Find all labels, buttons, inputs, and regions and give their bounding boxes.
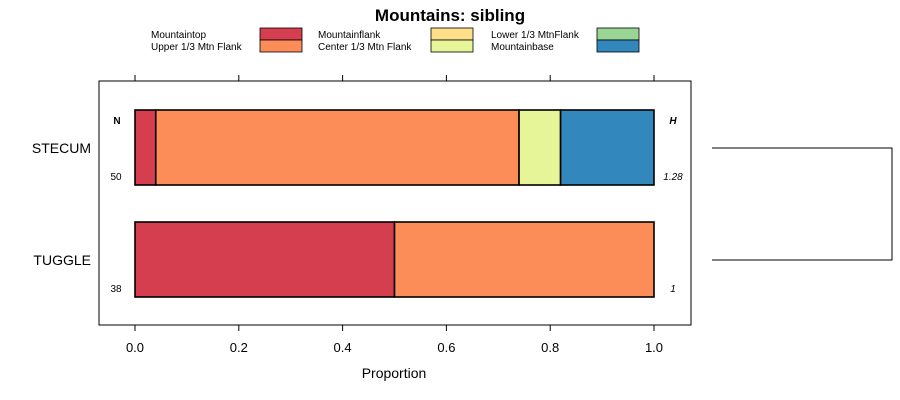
- dendrogram-link: [712, 147, 893, 261]
- chart-title: Mountains: sibling: [375, 6, 525, 25]
- legend-swatch: [259, 39, 303, 53]
- n-value: 38: [110, 284, 122, 295]
- x-tick-label: 0.6: [437, 340, 455, 355]
- legend-swatch: [259, 27, 303, 41]
- annotations: N H 50 38 1.28 1: [110, 116, 683, 295]
- x-tick-label: 0.8: [541, 340, 559, 355]
- h-value: 1.28: [663, 172, 683, 183]
- legend-label: Mountainflank: [318, 30, 381, 41]
- h-header: H: [669, 116, 677, 127]
- legend-swatch: [430, 27, 474, 41]
- legend-swatch: [430, 39, 474, 53]
- axes: 0.0 0.2 0.4 0.6 0.8 1.0 STECUM TUGGLE: [32, 75, 663, 355]
- legend-swatch: [596, 39, 640, 53]
- bar-segment: [154, 109, 520, 186]
- dendrogram: [712, 147, 893, 261]
- legend-label: Upper 1/3 Mtn Flank: [151, 42, 243, 53]
- legend-label: Mountainbase: [491, 42, 554, 53]
- n-value: 50: [110, 172, 122, 183]
- category-label: TUGGLE: [33, 252, 91, 268]
- x-tick-label: 0.4: [334, 340, 352, 355]
- h-value: 1: [670, 284, 676, 295]
- bar-segment: [559, 109, 655, 186]
- x-tick-label: 0.2: [230, 340, 248, 355]
- x-tick-label: 0.0: [126, 340, 144, 355]
- n-header: N: [113, 116, 120, 127]
- bar-segment: [518, 109, 562, 186]
- bars: [134, 109, 655, 298]
- bar-segment: [134, 221, 396, 298]
- legend-swatch: [596, 27, 640, 41]
- legend-label: Mountaintop: [151, 30, 206, 41]
- x-axis-label: Proportion: [362, 365, 427, 381]
- bar-segment: [134, 109, 157, 186]
- legend-label: Center 1/3 Mtn Flank: [318, 42, 412, 53]
- x-tick-label: 1.0: [645, 340, 663, 355]
- bar-segment: [393, 221, 655, 298]
- plot-frame: [98, 80, 692, 326]
- legend-label: Lower 1/3 MtnFlank: [491, 30, 580, 41]
- category-label: STECUM: [32, 140, 91, 156]
